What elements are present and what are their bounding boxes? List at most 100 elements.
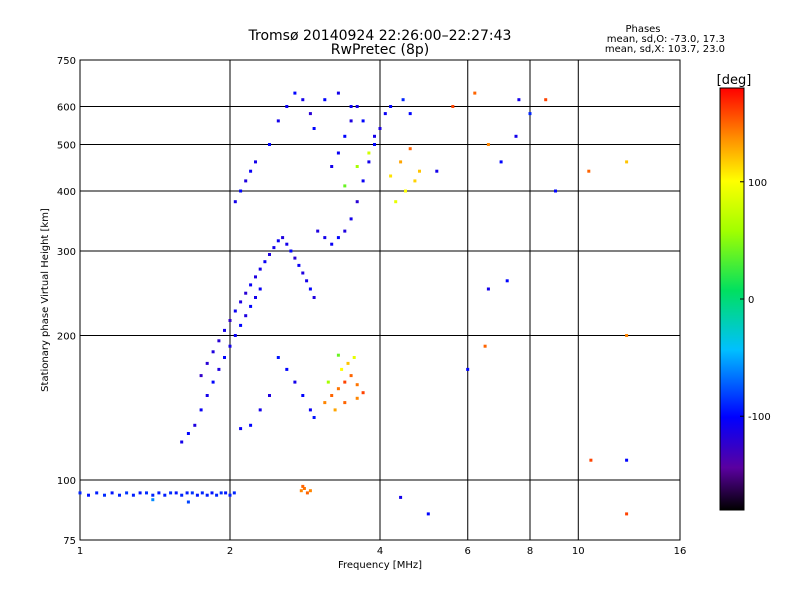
colorbar-label: [deg]	[717, 73, 752, 88]
data-point	[336, 151, 340, 155]
data-point	[268, 394, 271, 397]
data-point	[289, 249, 293, 253]
data-point	[349, 105, 353, 108]
data-point	[305, 491, 309, 495]
x-tick-label: 16	[674, 546, 687, 557]
data-point	[244, 291, 248, 295]
data-point	[276, 356, 280, 359]
colorbar-tick-label: -100	[748, 412, 771, 423]
data-point	[435, 169, 439, 173]
data-point	[195, 493, 199, 497]
x-tick-label: 2	[227, 546, 233, 557]
data-point	[239, 189, 243, 193]
data-point	[343, 401, 347, 405]
data-point	[383, 112, 387, 116]
data-point	[301, 271, 305, 275]
data-point	[285, 105, 289, 108]
data-point	[239, 300, 243, 304]
data-point	[118, 493, 121, 497]
data-point	[151, 493, 155, 497]
data-point	[308, 112, 312, 116]
y-tick-label: 200	[57, 332, 76, 343]
data-point	[157, 491, 161, 495]
data-point	[276, 239, 280, 243]
data-point	[305, 279, 309, 283]
data-point	[210, 491, 214, 495]
data-point	[186, 432, 190, 435]
data-point	[233, 334, 237, 337]
data-point	[308, 408, 312, 412]
data-point	[233, 200, 237, 204]
data-point	[367, 151, 371, 155]
data-point	[78, 491, 82, 495]
data-point	[308, 287, 312, 291]
data-point	[249, 304, 253, 308]
data-point	[336, 91, 340, 95]
data-point	[326, 380, 330, 384]
data-point	[352, 356, 356, 359]
data-point	[285, 367, 289, 371]
data-point	[223, 356, 226, 359]
colorbar-tick-label: 0	[748, 295, 754, 306]
data-point	[466, 367, 470, 371]
data-point	[312, 416, 316, 419]
data-point	[281, 236, 285, 240]
data-point	[180, 440, 184, 444]
phases-x-stats: mean, sd,X: 103.7, 23.0	[605, 44, 725, 55]
data-point	[268, 253, 271, 256]
data-point	[373, 143, 376, 146]
data-point	[145, 491, 148, 495]
data-point	[190, 491, 194, 495]
data-point	[426, 512, 430, 516]
y-axis-label: Stationary phase Virtual Height [km]	[40, 208, 51, 392]
y-tick-label: 500	[57, 141, 76, 152]
data-point	[254, 160, 257, 164]
data-point	[110, 491, 114, 495]
data-point	[389, 105, 393, 108]
data-point	[138, 491, 142, 495]
data-point	[302, 487, 306, 490]
data-point	[205, 394, 209, 397]
data-point	[293, 380, 297, 384]
data-point	[451, 105, 455, 108]
colorbar-tick-label: 100	[748, 178, 767, 189]
data-point	[272, 246, 276, 250]
data-point	[200, 491, 204, 495]
y-tick-label: 300	[57, 247, 76, 258]
data-point	[276, 119, 280, 123]
data-point	[399, 495, 403, 499]
data-point	[544, 98, 548, 102]
data-point	[297, 263, 301, 267]
data-point	[378, 127, 382, 130]
data-point	[249, 169, 253, 173]
data-point	[254, 275, 257, 279]
data-point	[373, 134, 376, 138]
grid-lines	[80, 60, 680, 540]
data-point	[293, 256, 297, 260]
data-point	[163, 493, 167, 497]
phases-heading: Phases	[625, 24, 660, 35]
data-point	[625, 160, 629, 164]
data-point	[125, 491, 129, 495]
data-points	[78, 91, 629, 516]
data-point	[301, 394, 305, 397]
data-point	[199, 374, 203, 378]
data-point	[399, 160, 403, 164]
data-point	[244, 179, 248, 183]
data-point	[95, 491, 99, 495]
data-point	[589, 458, 593, 462]
colorbar-ticks: 100 0 -100	[740, 178, 771, 423]
data-point	[483, 344, 487, 348]
data-point	[587, 169, 591, 173]
data-point	[87, 493, 90, 497]
data-point	[330, 394, 334, 397]
chart-subtitle: RwPretec (8p)	[331, 42, 429, 58]
data-point	[293, 91, 297, 95]
data-point	[174, 491, 178, 495]
data-point	[473, 91, 477, 95]
data-point	[180, 493, 184, 497]
x-tick-label: 1	[77, 546, 83, 557]
data-point	[199, 408, 203, 412]
data-point	[323, 401, 327, 405]
x-axis-ticks: 1 2 4 6 8 10 16	[77, 546, 687, 557]
